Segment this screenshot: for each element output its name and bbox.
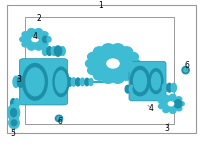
Ellipse shape [23,64,47,100]
Circle shape [168,102,174,106]
Ellipse shape [14,99,19,107]
Circle shape [102,74,114,83]
Ellipse shape [47,37,51,42]
FancyBboxPatch shape [129,61,166,101]
Circle shape [120,47,132,56]
Ellipse shape [152,72,160,90]
Circle shape [20,37,27,42]
Ellipse shape [54,46,62,56]
Circle shape [176,97,182,101]
Text: 6: 6 [58,117,62,126]
Text: 3: 3 [17,75,21,84]
Circle shape [163,108,169,112]
Ellipse shape [55,71,67,93]
Ellipse shape [130,66,150,96]
FancyBboxPatch shape [39,38,48,41]
Ellipse shape [43,36,47,43]
Circle shape [94,50,132,77]
Circle shape [43,37,50,42]
Circle shape [32,37,38,42]
Ellipse shape [11,99,16,107]
Circle shape [158,99,164,103]
Circle shape [158,104,164,108]
Circle shape [126,52,138,61]
Ellipse shape [55,115,63,122]
Ellipse shape [51,47,56,55]
Circle shape [94,71,106,80]
Ellipse shape [174,100,182,108]
Ellipse shape [115,55,131,72]
Text: 3: 3 [165,124,169,133]
Circle shape [35,29,42,34]
Circle shape [28,29,35,34]
FancyBboxPatch shape [63,81,110,83]
Text: 1: 1 [99,1,103,10]
Circle shape [41,42,48,47]
Text: 4: 4 [33,32,37,41]
Ellipse shape [8,105,20,121]
Circle shape [88,52,100,61]
Circle shape [126,66,138,75]
Ellipse shape [89,78,93,86]
Circle shape [86,59,98,68]
Circle shape [94,47,106,56]
Ellipse shape [85,78,89,86]
Ellipse shape [76,78,80,86]
Circle shape [22,42,29,47]
Circle shape [28,45,35,50]
Circle shape [170,109,176,113]
Ellipse shape [134,71,146,92]
Ellipse shape [129,85,134,93]
Ellipse shape [56,47,61,55]
Ellipse shape [171,83,176,92]
Ellipse shape [149,69,163,93]
Circle shape [88,66,100,75]
Ellipse shape [57,117,61,120]
FancyBboxPatch shape [19,59,68,105]
Circle shape [163,95,169,100]
Circle shape [25,32,45,46]
FancyBboxPatch shape [7,5,196,133]
Circle shape [112,44,124,53]
Ellipse shape [47,47,52,55]
Ellipse shape [133,85,138,93]
Ellipse shape [42,47,48,55]
Circle shape [128,59,140,68]
Ellipse shape [9,117,19,129]
Text: 2: 2 [37,14,41,23]
Ellipse shape [67,78,72,86]
Circle shape [163,98,179,110]
Ellipse shape [60,47,65,55]
Ellipse shape [26,68,44,96]
Ellipse shape [13,76,19,87]
Ellipse shape [11,120,17,126]
Circle shape [41,32,48,37]
Text: 5: 5 [11,129,15,138]
Ellipse shape [119,58,127,69]
Ellipse shape [125,85,130,93]
Ellipse shape [80,78,85,86]
Ellipse shape [11,108,17,117]
Text: 4: 4 [149,104,153,113]
Ellipse shape [184,68,187,72]
Circle shape [112,74,124,83]
Ellipse shape [162,83,168,92]
Circle shape [107,59,119,68]
Circle shape [22,32,29,37]
Ellipse shape [71,78,76,86]
Circle shape [176,106,182,111]
Ellipse shape [53,67,69,96]
Text: 6: 6 [185,61,189,70]
Ellipse shape [62,78,68,86]
Circle shape [170,94,176,99]
Circle shape [178,102,184,106]
Circle shape [120,71,132,80]
Circle shape [35,45,42,50]
Ellipse shape [17,76,23,87]
Ellipse shape [182,66,189,74]
Circle shape [102,44,114,53]
Ellipse shape [167,83,172,92]
